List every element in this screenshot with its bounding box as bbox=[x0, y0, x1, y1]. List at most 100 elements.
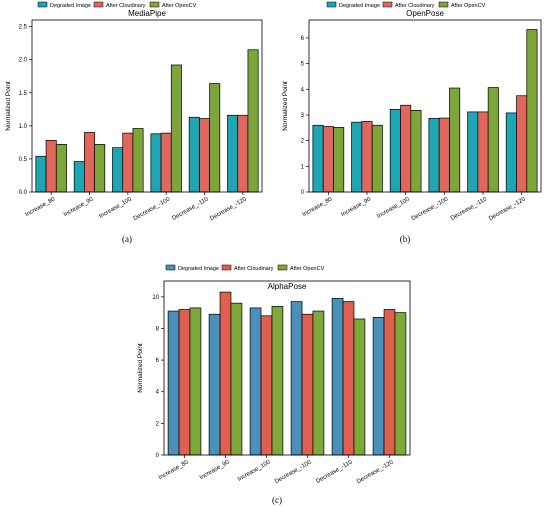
x-tick-label: Decrease_-100 bbox=[133, 196, 172, 222]
chart-title: MediaPipe bbox=[128, 9, 166, 18]
legend-label-3: After OpenCV bbox=[162, 3, 197, 9]
x-tick-label: Increase_100 bbox=[98, 196, 133, 220]
bar bbox=[322, 126, 334, 193]
bar bbox=[160, 132, 172, 193]
y-tick-label: 2.5 bbox=[19, 25, 28, 31]
bar bbox=[189, 307, 202, 456]
legend: Degraded Image After Cloudinary After Open… bbox=[165, 264, 325, 272]
plot-frame bbox=[31, 19, 263, 193]
legend-swatch-3 bbox=[277, 264, 288, 271]
x-tick-label: Increase_80 bbox=[302, 196, 334, 218]
bar bbox=[219, 291, 232, 456]
bar bbox=[260, 315, 273, 456]
legend-swatch-2 bbox=[93, 1, 104, 8]
openpose-chart: Degraded Image After Cloudinary After Open… bbox=[282, 1, 542, 244]
y-tick-label: 10 bbox=[152, 295, 159, 301]
bar bbox=[84, 132, 95, 193]
bar bbox=[199, 118, 210, 193]
legend-swatch-2 bbox=[221, 264, 232, 271]
y-axis-label: Normalized Point bbox=[137, 343, 144, 393]
y-tick-label: 0 bbox=[156, 453, 160, 459]
chart-panel-b: Degraded Image After Cloudinary After Open… bbox=[275, 0, 550, 250]
bar bbox=[150, 133, 162, 193]
y-tick-label: 3 bbox=[301, 113, 305, 119]
legend: Degraded Image After Cloudinary After Open… bbox=[326, 1, 486, 9]
legend-label-2: After Cloudinary bbox=[106, 3, 146, 9]
legend-label-2: After Cloudinary bbox=[234, 266, 274, 272]
y-tick-label: 1.0 bbox=[19, 124, 28, 130]
x-tick-label: Decrease_-110 bbox=[450, 196, 489, 222]
legend-swatch-1 bbox=[326, 1, 337, 8]
bar bbox=[167, 310, 180, 456]
x-tick-label: Decrease_-100 bbox=[274, 459, 313, 485]
bar bbox=[249, 307, 262, 456]
series-1 bbox=[167, 298, 385, 456]
bar bbox=[178, 309, 191, 456]
bar bbox=[247, 49, 259, 193]
alphapose-chart: Degraded Image After Cloudinary After Open… bbox=[137, 264, 411, 505]
x-tick-label: Decrease_-120 bbox=[209, 196, 248, 222]
plot-frame bbox=[163, 280, 411, 456]
panel-label: (b) bbox=[400, 234, 411, 244]
y-tick-label: 1.5 bbox=[19, 91, 28, 97]
legend-swatch-1 bbox=[37, 1, 48, 8]
bar bbox=[55, 144, 67, 193]
x-tick-label: Increase_100 bbox=[376, 196, 411, 220]
x-tick-label: Increase_80 bbox=[25, 196, 57, 218]
y-tick-label: 6 bbox=[301, 36, 305, 42]
bar bbox=[188, 116, 200, 193]
legend-label-1: Degraded Image bbox=[178, 266, 219, 272]
bar bbox=[410, 110, 422, 193]
legend-swatch-1 bbox=[165, 264, 176, 271]
panel-label: (c) bbox=[272, 495, 282, 505]
bar bbox=[389, 108, 401, 193]
bar bbox=[400, 104, 412, 193]
x-tick-label: Increase_80 bbox=[158, 459, 190, 481]
chart-panel-a: Degraded Image After Cloudinary After Open… bbox=[0, 0, 270, 250]
y-tick-label: 6 bbox=[156, 358, 160, 364]
x-tick-label: Increase_90 bbox=[340, 196, 372, 218]
bar bbox=[132, 128, 144, 193]
y-axis-label: Normalized Point bbox=[5, 81, 12, 131]
bar bbox=[438, 117, 450, 193]
bar bbox=[477, 111, 489, 193]
bar bbox=[333, 126, 345, 193]
bar bbox=[505, 112, 517, 193]
x-tick-label: Decrease_-110 bbox=[171, 196, 210, 222]
bar bbox=[290, 301, 303, 456]
y-tick-label: 1 bbox=[301, 164, 305, 170]
bar bbox=[312, 124, 324, 193]
y-tick-label: 0 bbox=[301, 190, 305, 196]
bar bbox=[353, 318, 366, 456]
bar bbox=[73, 161, 85, 193]
legend-label-1: Degraded Image bbox=[339, 3, 380, 9]
legend: Degraded Image After Cloudinary After Open… bbox=[37, 1, 197, 9]
y-tick-label: 4 bbox=[156, 390, 160, 396]
bar bbox=[271, 305, 284, 456]
x-tick-label: Decrease_-100 bbox=[411, 196, 450, 222]
y-axis-label: Normalized Point bbox=[282, 81, 289, 131]
bar bbox=[371, 124, 383, 193]
legend-swatch-3 bbox=[438, 1, 449, 8]
x-tick-label: Decrease_-120 bbox=[356, 459, 395, 485]
y-tick-label: 2 bbox=[156, 421, 160, 427]
bar bbox=[122, 132, 134, 193]
y-tick-label: 0.5 bbox=[19, 157, 28, 163]
x-tick-label: Increase_100 bbox=[237, 459, 272, 483]
bar bbox=[230, 302, 243, 456]
bar bbox=[467, 111, 479, 193]
x-tick-label: Decrease_-110 bbox=[315, 459, 354, 485]
bar bbox=[526, 29, 538, 193]
series-3 bbox=[55, 49, 259, 193]
bar bbox=[227, 114, 239, 193]
legend-label-3: After OpenCV bbox=[290, 266, 325, 272]
panel-label: (a) bbox=[122, 234, 132, 244]
bar bbox=[331, 298, 344, 456]
y-tick-label: 4 bbox=[301, 87, 305, 93]
bar bbox=[94, 144, 106, 193]
legend-label-1: Degraded Image bbox=[50, 3, 91, 9]
bar bbox=[394, 312, 407, 456]
legend-label-2: After Cloudinary bbox=[395, 3, 435, 9]
y-tick-label: 8 bbox=[156, 326, 160, 332]
bar bbox=[312, 310, 325, 456]
